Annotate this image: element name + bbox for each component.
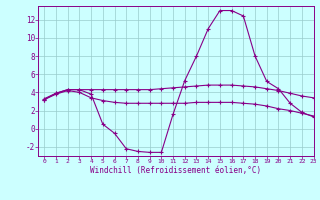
X-axis label: Windchill (Refroidissement éolien,°C): Windchill (Refroidissement éolien,°C) bbox=[91, 166, 261, 175]
